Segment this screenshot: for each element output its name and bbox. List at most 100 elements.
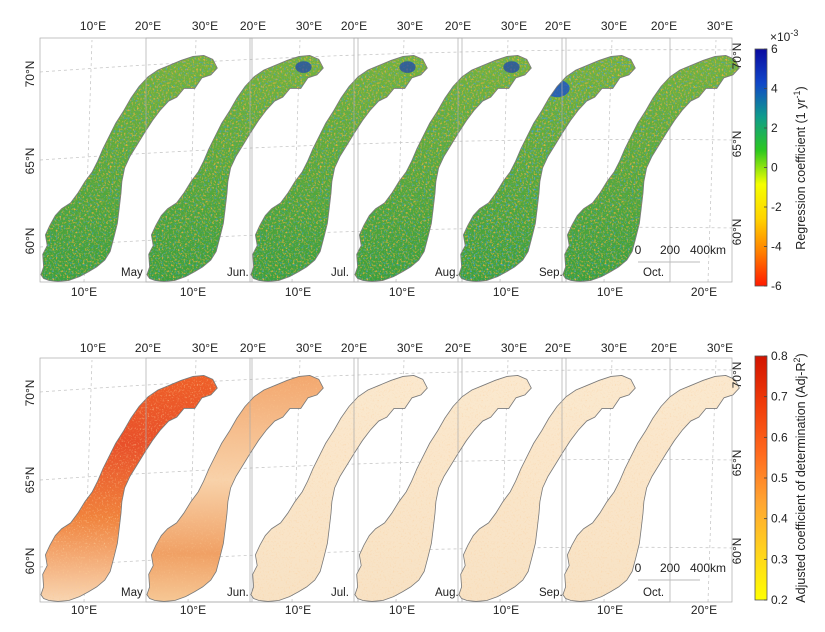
month-label: Sep. <box>539 587 563 599</box>
lon-tick: 20°E <box>651 19 677 33</box>
colorbar-regression: ×10-3 6 4 2 0 -2 -4 -6 Regression coefficient … <box>754 28 808 293</box>
meridian-line <box>291 359 301 603</box>
lon-tick: 10°E <box>180 285 206 299</box>
lon-top-ticks-row2: 10°E 20°E 30°E 20°E 30°E 20°E 30°E 20°E … <box>80 341 733 355</box>
month-label: Aug. <box>435 267 459 279</box>
meridian-line <box>499 39 509 283</box>
lon-tick: 20°E <box>545 341 571 355</box>
lon-tick: 10°E <box>285 285 311 299</box>
month-label: Sep. <box>539 267 563 279</box>
lon-tick: 30°E <box>601 341 627 355</box>
map-panels: May Jun. Jul. Aug. Sep. Oct. May Jun. Jul. Aug. Se… <box>39 37 740 603</box>
lon-tick: 30°E <box>296 341 322 355</box>
meridian-line <box>187 359 197 603</box>
month-label: Jul. <box>331 587 349 599</box>
lat-tick: 65°N <box>730 131 744 158</box>
month-label: Jun. <box>227 267 249 279</box>
colorbar-title: Regression coefficient (1 yr-1) <box>792 86 808 249</box>
lat-tick: 70°N <box>23 61 37 88</box>
lat-right-ticks-row2: 70°N 65°N 60°N <box>730 362 744 565</box>
lon-tick: 10°E <box>493 285 519 299</box>
meridian-line <box>187 39 197 283</box>
scale-bar-label: 400km <box>690 243 726 257</box>
colorbar-tick-label: 0.7 <box>771 390 788 404</box>
lon-bottom-ticks-row2: 10°E 10°E 10°E 10°E 10°E 10°E 20°E <box>71 603 717 617</box>
meridian-line <box>395 359 405 603</box>
lon-bottom-ticks-row1: 10°E 10°E 10°E 10°E 10°E 10°E 20°E <box>71 285 717 299</box>
meridian-line <box>499 359 509 603</box>
colorbar-tick-label: -6 <box>771 279 782 293</box>
lon-tick: 30°E <box>501 19 527 33</box>
month-label: Oct. <box>643 587 664 599</box>
colorbar-tick-label: 0.8 <box>771 349 788 363</box>
lat-tick: 70°N <box>730 362 744 389</box>
lon-tick: 20°E <box>240 19 266 33</box>
lon-tick: 10°E <box>597 285 623 299</box>
lon-tick: 20°E <box>240 341 266 355</box>
lon-tick: 20°E <box>445 341 471 355</box>
lon-tick: 30°E <box>707 19 733 33</box>
scale-bar-label: 200 <box>660 561 680 575</box>
lon-tick: 10°E <box>389 603 415 617</box>
latitude-line <box>39 369 736 393</box>
meridian-line <box>291 39 301 283</box>
scale-bar-bottom: 0 200 400km <box>635 561 726 581</box>
lon-tick: 30°E <box>707 341 733 355</box>
lon-tick: 30°E <box>601 19 627 33</box>
colorbar-tick-label: 0.2 <box>771 593 788 607</box>
month-label: May <box>121 587 143 599</box>
colorbar-tick-label: 0.3 <box>771 552 788 566</box>
lat-tick: 70°N <box>730 43 744 70</box>
colorbar-tick-label: -4 <box>771 240 782 254</box>
colorbar-exponent: ×10-3 <box>770 28 798 44</box>
lon-tick: 20°E <box>135 341 161 355</box>
colorbar-ticks: 6 4 2 0 -2 -4 -6 <box>764 42 782 293</box>
colorbar-tick-label: 6 <box>771 42 778 56</box>
colorbar-tick-label: -2 <box>771 200 782 214</box>
panel-frame <box>561 357 733 603</box>
lon-tick: 20°E <box>341 19 367 33</box>
meridian-line <box>707 39 717 283</box>
lat-tick: 65°N <box>730 450 744 477</box>
lat-right-ticks-row1: 70°N 65°N 60°N <box>730 43 744 246</box>
lon-tick: 10°E <box>493 603 519 617</box>
lon-tick: 30°E <box>192 19 218 33</box>
lon-top-ticks-row1: 10°E 20°E 30°E 20°E 30°E 20°E 30°E 20°E … <box>80 19 733 33</box>
meridian-line <box>395 39 405 283</box>
lon-tick: 20°E <box>691 603 717 617</box>
lon-tick: 30°E <box>501 341 527 355</box>
scale-bar-label: 0 <box>635 561 642 575</box>
lon-tick: 30°E <box>192 341 218 355</box>
lon-tick: 10°E <box>80 19 106 33</box>
scale-bar-label: 0 <box>635 243 642 257</box>
lon-tick: 10°E <box>597 603 623 617</box>
lat-tick: 60°N <box>730 538 744 565</box>
colorbar-adjr2: 0.8 0.7 0.6 0.5 0.4 0.3 0.2 Adjusted coefficie… <box>754 349 808 607</box>
colorbar-title: Adjusted coefficient of determination (A… <box>792 353 808 602</box>
meridian-line <box>707 359 717 603</box>
lon-tick: 10°E <box>80 341 106 355</box>
lat-left-ticks-row2: 70°N 65°N 60°N <box>23 380 37 575</box>
lon-tick: 10°E <box>71 603 97 617</box>
panel-frame <box>561 37 733 283</box>
meridian-line <box>603 39 613 283</box>
colorbar-ticks: 0.8 0.7 0.6 0.5 0.4 0.3 0.2 <box>764 349 788 607</box>
lon-tick: 20°E <box>445 19 471 33</box>
colorbar-tick-label: 0.4 <box>771 512 788 526</box>
meridian-line <box>83 39 93 283</box>
colorbar-tick-label: 0.6 <box>771 430 788 444</box>
month-label: Jun. <box>227 587 249 599</box>
lon-tick: 30°E <box>397 19 423 33</box>
month-label: Oct. <box>643 267 664 279</box>
lon-tick: 20°E <box>135 19 161 33</box>
month-label: Aug. <box>435 587 459 599</box>
scale-bar-label: 200 <box>660 243 680 257</box>
lat-left-ticks-row1: 70°N 65°N 60°N <box>23 61 37 255</box>
lat-tick: 65°N <box>23 467 37 494</box>
lat-tick: 60°N <box>730 219 744 246</box>
colorbar-tick-label: 4 <box>771 82 778 96</box>
colorbar-tick-label: 2 <box>771 121 778 135</box>
colorbar-tick-label: 0 <box>771 161 778 175</box>
lon-tick: 20°E <box>545 19 571 33</box>
